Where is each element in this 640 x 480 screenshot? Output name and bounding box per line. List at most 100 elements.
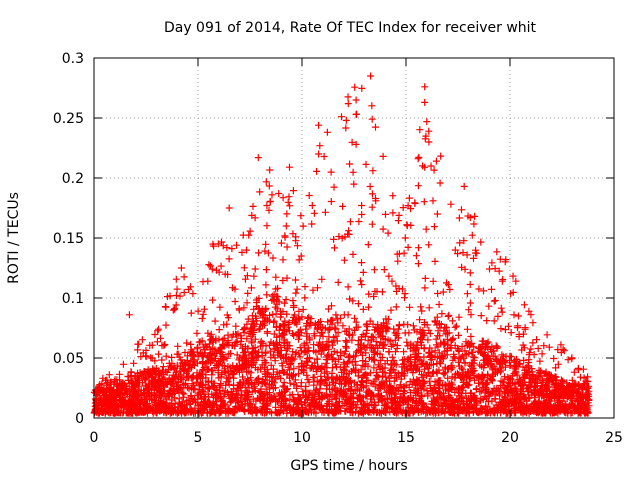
data-point	[253, 317, 261, 325]
data-point	[448, 383, 456, 391]
data-point	[427, 360, 435, 368]
data-point	[365, 303, 373, 311]
data-point	[435, 301, 443, 308]
data-point	[254, 376, 262, 383]
data-point	[277, 344, 285, 351]
data-point	[446, 393, 454, 401]
data-point	[294, 242, 301, 250]
data-point	[352, 368, 360, 376]
data-point	[171, 404, 178, 411]
data-point	[423, 387, 431, 395]
data-point	[574, 382, 582, 390]
data-point	[546, 387, 554, 395]
data-point	[292, 237, 300, 245]
data-point	[292, 289, 300, 297]
data-point	[484, 379, 492, 387]
data-point	[130, 359, 138, 367]
data-point	[298, 313, 306, 321]
data-point	[121, 385, 129, 393]
data-point	[339, 202, 347, 210]
data-point	[383, 395, 391, 403]
data-point	[388, 277, 396, 285]
data-point	[253, 352, 261, 360]
data-point	[344, 93, 352, 101]
data-point	[159, 363, 167, 371]
data-point	[380, 266, 388, 274]
data-point	[550, 381, 558, 389]
data-point	[404, 243, 412, 251]
data-point	[228, 395, 236, 403]
data-point	[425, 138, 433, 146]
data-point	[477, 238, 485, 246]
data-point	[425, 369, 433, 377]
data-point	[482, 402, 490, 410]
data-point	[212, 266, 220, 274]
data-point	[483, 317, 491, 325]
data-point	[392, 409, 400, 417]
x-tick-label: 5	[194, 430, 203, 446]
data-point	[173, 285, 181, 293]
data-point	[249, 360, 257, 368]
data-point	[487, 360, 495, 368]
data-point	[542, 368, 550, 376]
data-point	[187, 409, 195, 417]
data-point	[559, 406, 567, 414]
data-point	[421, 284, 429, 292]
data-point	[466, 281, 474, 288]
data-point	[316, 389, 324, 396]
data-point	[315, 121, 323, 129]
data-point	[368, 203, 376, 211]
data-point	[277, 352, 285, 360]
data-point	[471, 354, 478, 362]
data-point	[454, 346, 462, 354]
data-point	[497, 304, 505, 312]
data-point	[272, 323, 280, 331]
data-point	[342, 370, 350, 378]
data-point	[436, 332, 444, 340]
data-point	[370, 355, 377, 363]
data-point	[197, 349, 204, 357]
data-point	[511, 365, 519, 373]
data-point	[235, 354, 243, 362]
data-point	[332, 325, 340, 333]
data-point	[185, 373, 193, 381]
data-point	[459, 400, 467, 408]
data-point	[582, 391, 590, 399]
data-point	[344, 353, 352, 361]
data-point	[367, 390, 375, 398]
data-point	[172, 374, 180, 382]
data-point	[471, 212, 479, 220]
data-point	[258, 409, 266, 417]
data-point	[409, 322, 417, 330]
data-point	[241, 324, 249, 332]
data-point	[289, 297, 297, 305]
data-point	[132, 407, 140, 414]
data-point	[557, 383, 565, 391]
data-point	[243, 272, 251, 280]
data-point	[520, 301, 528, 309]
data-point	[569, 404, 577, 412]
data-point	[431, 353, 439, 361]
data-point	[244, 376, 252, 384]
data-point	[411, 200, 419, 207]
data-point	[537, 382, 545, 390]
data-point	[148, 383, 156, 391]
data-point	[418, 405, 426, 413]
data-point	[363, 406, 371, 413]
data-point	[239, 349, 247, 357]
data-point	[279, 194, 287, 202]
data-point	[283, 243, 291, 251]
data-point	[266, 198, 274, 206]
data-point	[141, 382, 149, 390]
data-point	[301, 294, 309, 302]
data-point	[380, 322, 388, 330]
data-point	[584, 409, 592, 417]
data-point	[172, 275, 180, 283]
data-point	[384, 325, 392, 333]
data-point	[325, 333, 333, 341]
data-point	[110, 380, 118, 388]
data-point	[393, 345, 401, 352]
data-point	[334, 319, 342, 327]
data-point	[352, 96, 360, 104]
data-point	[414, 338, 422, 346]
